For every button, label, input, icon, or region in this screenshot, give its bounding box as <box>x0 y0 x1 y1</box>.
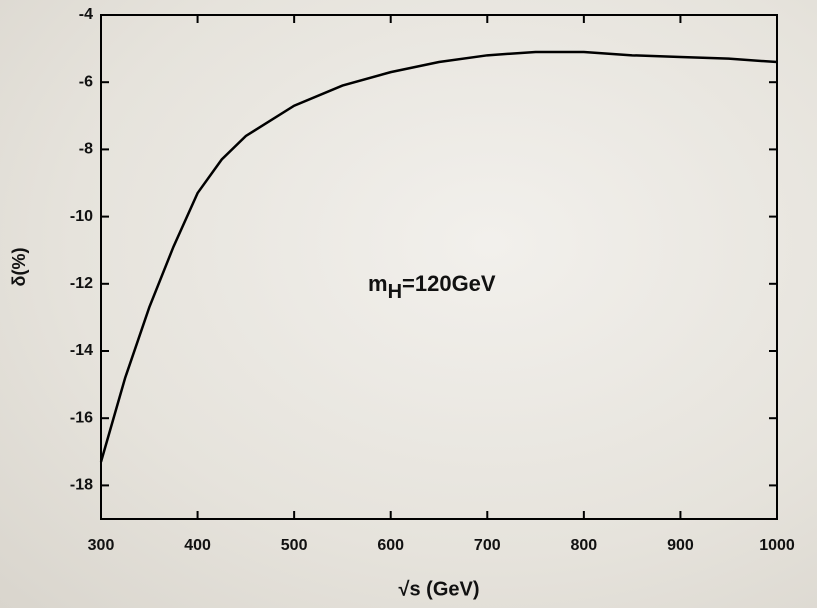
data-line <box>99 50 778 463</box>
x-axis-label: √s (GeV) <box>399 578 480 600</box>
y-tick-label: -6 <box>79 73 93 90</box>
x-tick-label: 400 <box>184 537 211 554</box>
x-tick-label: 900 <box>667 537 694 554</box>
y-axis-label: δ(%) <box>9 248 29 287</box>
annotation-sub: H <box>388 281 402 303</box>
annotation: mH=120GeV <box>368 271 496 303</box>
x-tick-label: 700 <box>474 537 501 554</box>
x-tick-label: 300 <box>88 537 115 554</box>
y-tick-label: -8 <box>79 141 93 158</box>
y-tick-label: -12 <box>70 275 93 292</box>
x-tick-label: 800 <box>571 537 598 554</box>
x-tick-label: 600 <box>377 537 404 554</box>
y-tick-label: -18 <box>70 477 93 494</box>
y-tick-label: -10 <box>70 208 93 225</box>
x-tick-label: 500 <box>281 537 308 554</box>
annotation-main: m <box>368 271 388 296</box>
annotation-rest: =120GeV <box>402 271 496 296</box>
y-tick-label: -14 <box>70 342 93 359</box>
plot-frame <box>100 14 778 520</box>
y-tick-label: -4 <box>79 6 93 23</box>
x-tick-label: 1000 <box>759 537 795 554</box>
y-tick-label: -16 <box>70 409 93 426</box>
